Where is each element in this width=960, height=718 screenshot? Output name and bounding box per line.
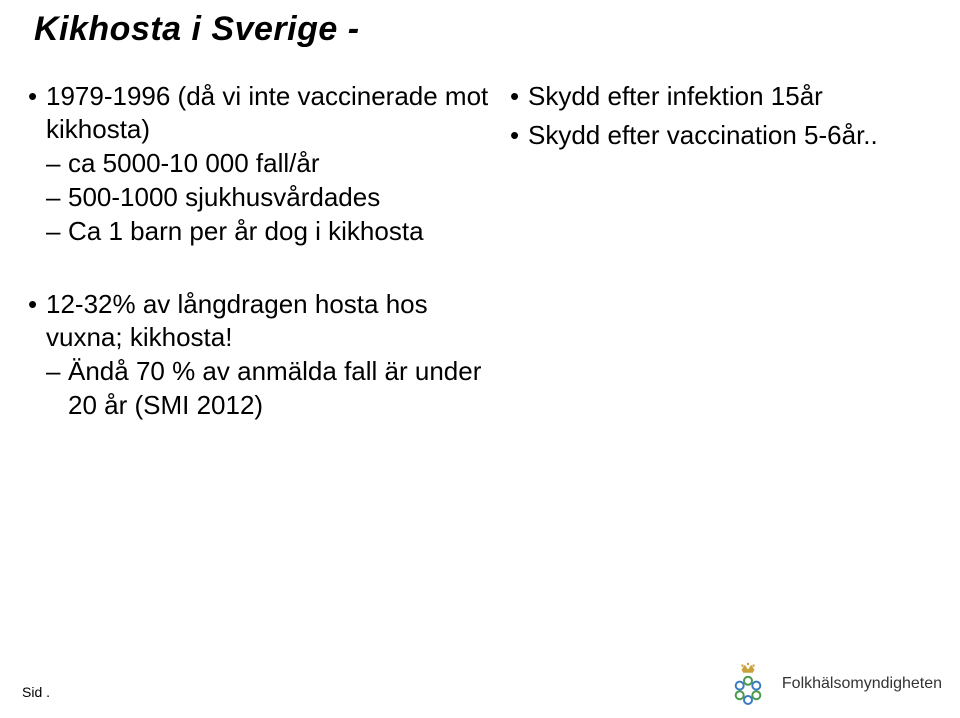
sub-item: Ändå 70 % av anmälda fall är under 20 år…: [46, 355, 498, 423]
bullet-text: 12-32% av långdragen hosta hos vuxna; ki…: [46, 289, 428, 352]
bullet-item: Skydd efter infektion 15år: [510, 80, 940, 113]
left-column: 1979-1996 (då vi inte vaccinerade mot ki…: [28, 80, 498, 429]
bullet-item: 1979-1996 (då vi inte vaccinerade mot ki…: [28, 80, 498, 248]
bullet-text: 1979-1996 (då vi inte vaccinerade mot ki…: [46, 81, 488, 144]
sub-item: Ca 1 barn per år dog i kikhosta: [46, 215, 498, 249]
footer-logo-area: Folkhälsomyndigheten: [724, 660, 942, 708]
bullet-list-left: 1979-1996 (då vi inte vaccinerade mot ki…: [28, 80, 498, 423]
bullet-list-right: Skydd efter infektion 15år Skydd efter v…: [510, 80, 940, 151]
bullet-item: Skydd efter vaccination 5-6år..: [510, 119, 940, 152]
sub-item: ca 5000-10 000 fall/år: [46, 147, 498, 181]
org-logo-icon: [724, 660, 772, 708]
right-column: Skydd efter infektion 15år Skydd efter v…: [510, 80, 940, 157]
sub-list: ca 5000-10 000 fall/år 500-1000 sjukhusv…: [46, 147, 498, 248]
org-name: Folkhälsomyndigheten: [782, 675, 942, 693]
bullet-item: 12-32% av långdragen hosta hos vuxna; ki…: [28, 288, 498, 423]
slide-title: Kikhosta i Sverige -: [34, 10, 360, 49]
sub-item: 500-1000 sjukhusvårdades: [46, 181, 498, 215]
sub-list: Ändå 70 % av anmälda fall är under 20 år…: [46, 355, 498, 423]
footer-page-number: Sid .: [22, 684, 50, 700]
slide: Kikhosta i Sverige - 1979-1996 (då vi in…: [0, 0, 960, 718]
